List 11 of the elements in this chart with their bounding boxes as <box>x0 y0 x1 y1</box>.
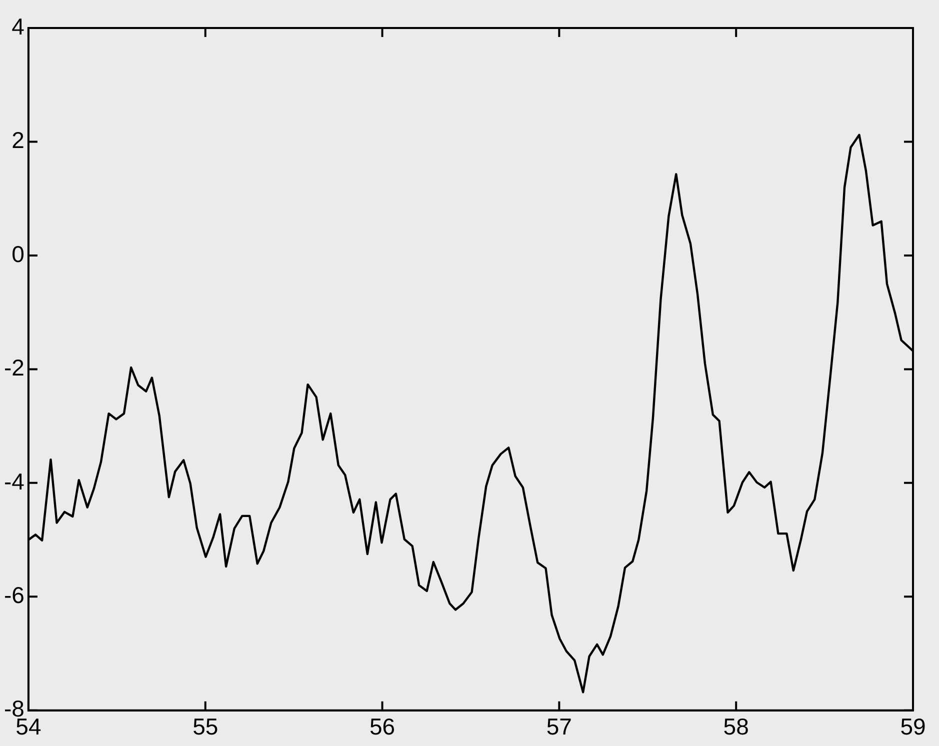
y-tick-label: 2 <box>12 127 24 154</box>
x-tick-label: 56 <box>369 714 396 740</box>
y-tick-label: -6 <box>4 582 24 608</box>
y-tick-label: 4 <box>12 13 25 40</box>
y-tick-label: 0 <box>12 240 24 267</box>
x-tick-label: 57 <box>546 714 572 740</box>
x-tick-label: 59 <box>900 714 926 740</box>
x-tick-label: 55 <box>192 714 218 740</box>
y-tick-label: -2 <box>4 354 24 381</box>
x-tick-label: 58 <box>723 714 749 740</box>
y-tick-label: -4 <box>4 468 25 494</box>
